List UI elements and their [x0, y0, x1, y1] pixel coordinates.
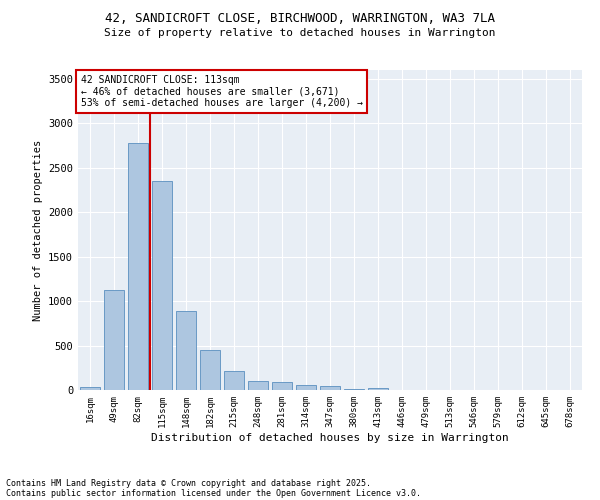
Text: 42, SANDICROFT CLOSE, BIRCHWOOD, WARRINGTON, WA3 7LA: 42, SANDICROFT CLOSE, BIRCHWOOD, WARRING…	[105, 12, 495, 26]
Bar	[320, 386, 340, 390]
Bar	[176, 311, 196, 390]
Bar	[128, 143, 148, 390]
Bar	[344, 389, 364, 390]
Text: Contains public sector information licensed under the Open Government Licence v3: Contains public sector information licen…	[6, 488, 421, 498]
Y-axis label: Number of detached properties: Number of detached properties	[32, 140, 43, 320]
Bar	[368, 388, 388, 390]
Bar	[296, 385, 316, 390]
Bar	[80, 387, 100, 390]
Text: Size of property relative to detached houses in Warrington: Size of property relative to detached ho…	[104, 28, 496, 38]
Bar	[104, 290, 124, 390]
Text: 42 SANDICROFT CLOSE: 113sqm
← 46% of detached houses are smaller (3,671)
53% of : 42 SANDICROFT CLOSE: 113sqm ← 46% of det…	[80, 75, 362, 108]
Bar	[248, 381, 268, 390]
Bar	[224, 372, 244, 390]
Bar	[152, 181, 172, 390]
Bar	[200, 350, 220, 390]
X-axis label: Distribution of detached houses by size in Warrington: Distribution of detached houses by size …	[151, 432, 509, 442]
Text: Contains HM Land Registry data © Crown copyright and database right 2025.: Contains HM Land Registry data © Crown c…	[6, 478, 371, 488]
Bar	[272, 382, 292, 390]
